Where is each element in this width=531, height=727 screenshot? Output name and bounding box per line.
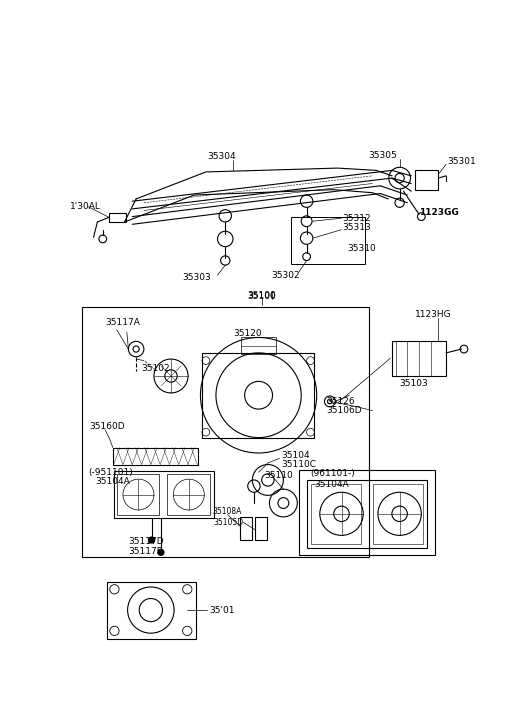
Text: 35104A: 35104A <box>314 480 349 489</box>
Bar <box>415 170 439 190</box>
Text: 35160D: 35160D <box>90 422 125 430</box>
Bar <box>114 470 213 518</box>
Text: 35304: 35304 <box>208 152 236 161</box>
Text: 1'30AL: 1'30AL <box>70 202 101 211</box>
Text: 35312: 35312 <box>342 214 371 222</box>
Text: 1123GG: 1123GG <box>419 208 459 217</box>
Bar <box>113 448 198 465</box>
Text: 35108A: 35108A <box>212 507 242 516</box>
Bar <box>107 582 196 639</box>
Bar <box>373 483 423 544</box>
Text: 35303: 35303 <box>183 273 211 282</box>
Bar <box>311 483 361 544</box>
Bar <box>255 517 267 540</box>
Text: 35105D: 35105D <box>213 518 244 527</box>
Text: 35110C: 35110C <box>281 460 316 469</box>
Text: 35'01: 35'01 <box>209 606 235 614</box>
Bar <box>109 213 126 222</box>
Text: (961101-): (961101-) <box>311 470 355 478</box>
Bar <box>392 342 446 376</box>
Text: 35302: 35302 <box>272 270 301 280</box>
Text: 35301: 35301 <box>448 158 476 166</box>
Bar <box>299 470 434 555</box>
Text: 35100: 35100 <box>247 292 276 301</box>
Bar <box>167 474 210 515</box>
Text: 35106D: 35106D <box>326 406 362 415</box>
Text: 35103: 35103 <box>400 379 429 388</box>
Text: 35313: 35313 <box>342 223 371 232</box>
Circle shape <box>149 537 155 543</box>
Bar <box>306 480 427 547</box>
Bar <box>202 353 314 438</box>
Text: 35117A: 35117A <box>105 318 140 326</box>
Text: 35110: 35110 <box>264 471 293 480</box>
Bar <box>82 307 369 557</box>
Text: 35100: 35100 <box>247 291 276 300</box>
Bar <box>240 517 252 540</box>
Bar <box>291 217 365 265</box>
Text: 35104A: 35104A <box>95 477 130 486</box>
Text: 35104: 35104 <box>281 451 310 459</box>
Bar <box>117 474 159 515</box>
Circle shape <box>158 549 164 555</box>
Text: (-951101): (-951101) <box>88 467 133 477</box>
Text: 35305: 35305 <box>369 151 397 160</box>
Text: 35102: 35102 <box>142 364 170 373</box>
Text: 35117D: 35117D <box>129 537 164 546</box>
Text: 35117B: 35117B <box>129 547 163 556</box>
Text: 35126: 35126 <box>326 397 355 406</box>
Text: 35310: 35310 <box>347 244 375 254</box>
Text: 1123HG: 1123HG <box>415 310 452 319</box>
Text: 35120: 35120 <box>233 329 262 338</box>
Bar <box>241 337 276 355</box>
